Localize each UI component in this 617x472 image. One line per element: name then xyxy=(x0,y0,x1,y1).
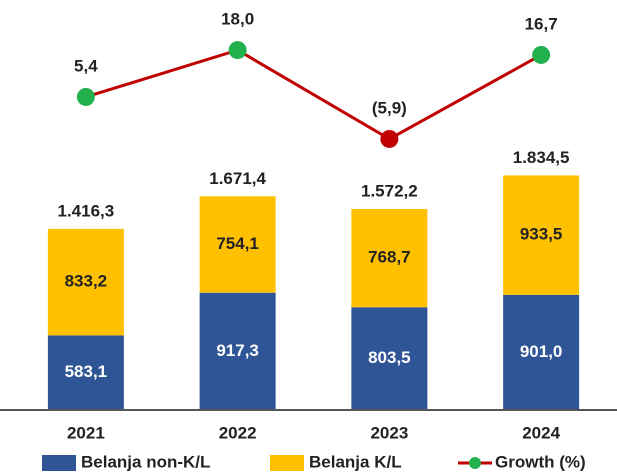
x-tick-label: 2022 xyxy=(219,423,257,442)
total-label: 1.834,5 xyxy=(513,148,570,167)
bar-value-label: 933,5 xyxy=(520,225,563,244)
bar-value-label: 768,7 xyxy=(368,248,411,267)
legend-marker xyxy=(469,457,481,469)
bar-segment xyxy=(199,292,276,410)
legend-swatch xyxy=(42,455,76,471)
total-label: 1.416,3 xyxy=(58,201,115,220)
x-tick-label: 2024 xyxy=(522,423,560,442)
x-tick-label: 2021 xyxy=(67,423,105,442)
bar-value-label: 754,1 xyxy=(216,234,259,253)
total-label: 1.671,4 xyxy=(209,169,266,188)
total-label: 1.572,2 xyxy=(361,181,418,200)
growth-line xyxy=(85,48,542,141)
legend-swatch xyxy=(270,455,304,471)
bar-segment xyxy=(199,196,276,293)
bar-value-label: 833,2 xyxy=(65,272,108,291)
bar-segment xyxy=(47,335,124,410)
growth-label: 18,0 xyxy=(221,10,254,29)
x-tick-label: 2023 xyxy=(370,423,408,442)
bar-value-label: 803,5 xyxy=(368,348,411,367)
legend-label: Belanja non-K/L xyxy=(81,452,210,471)
bar-value-label: 583,1 xyxy=(65,362,108,381)
growth-marker xyxy=(76,87,95,106)
bar-segment xyxy=(503,175,580,295)
growth-label: 16,7 xyxy=(525,14,558,33)
legend-label: Growth (%) xyxy=(495,452,586,471)
bar-segment xyxy=(351,208,428,308)
legend-label: Belanja K/L xyxy=(309,452,402,471)
growth-marker xyxy=(532,45,551,64)
bar-value-label: 917,3 xyxy=(216,341,259,360)
growth-marker xyxy=(228,41,247,60)
bar-segment xyxy=(351,307,428,410)
bar-segment xyxy=(503,294,580,410)
growth-label: (5,9) xyxy=(372,98,407,117)
bar-segment xyxy=(47,228,124,336)
growth-label: 5,4 xyxy=(74,56,98,75)
bar-value-label: 901,0 xyxy=(520,342,563,361)
growth-marker xyxy=(380,129,399,148)
